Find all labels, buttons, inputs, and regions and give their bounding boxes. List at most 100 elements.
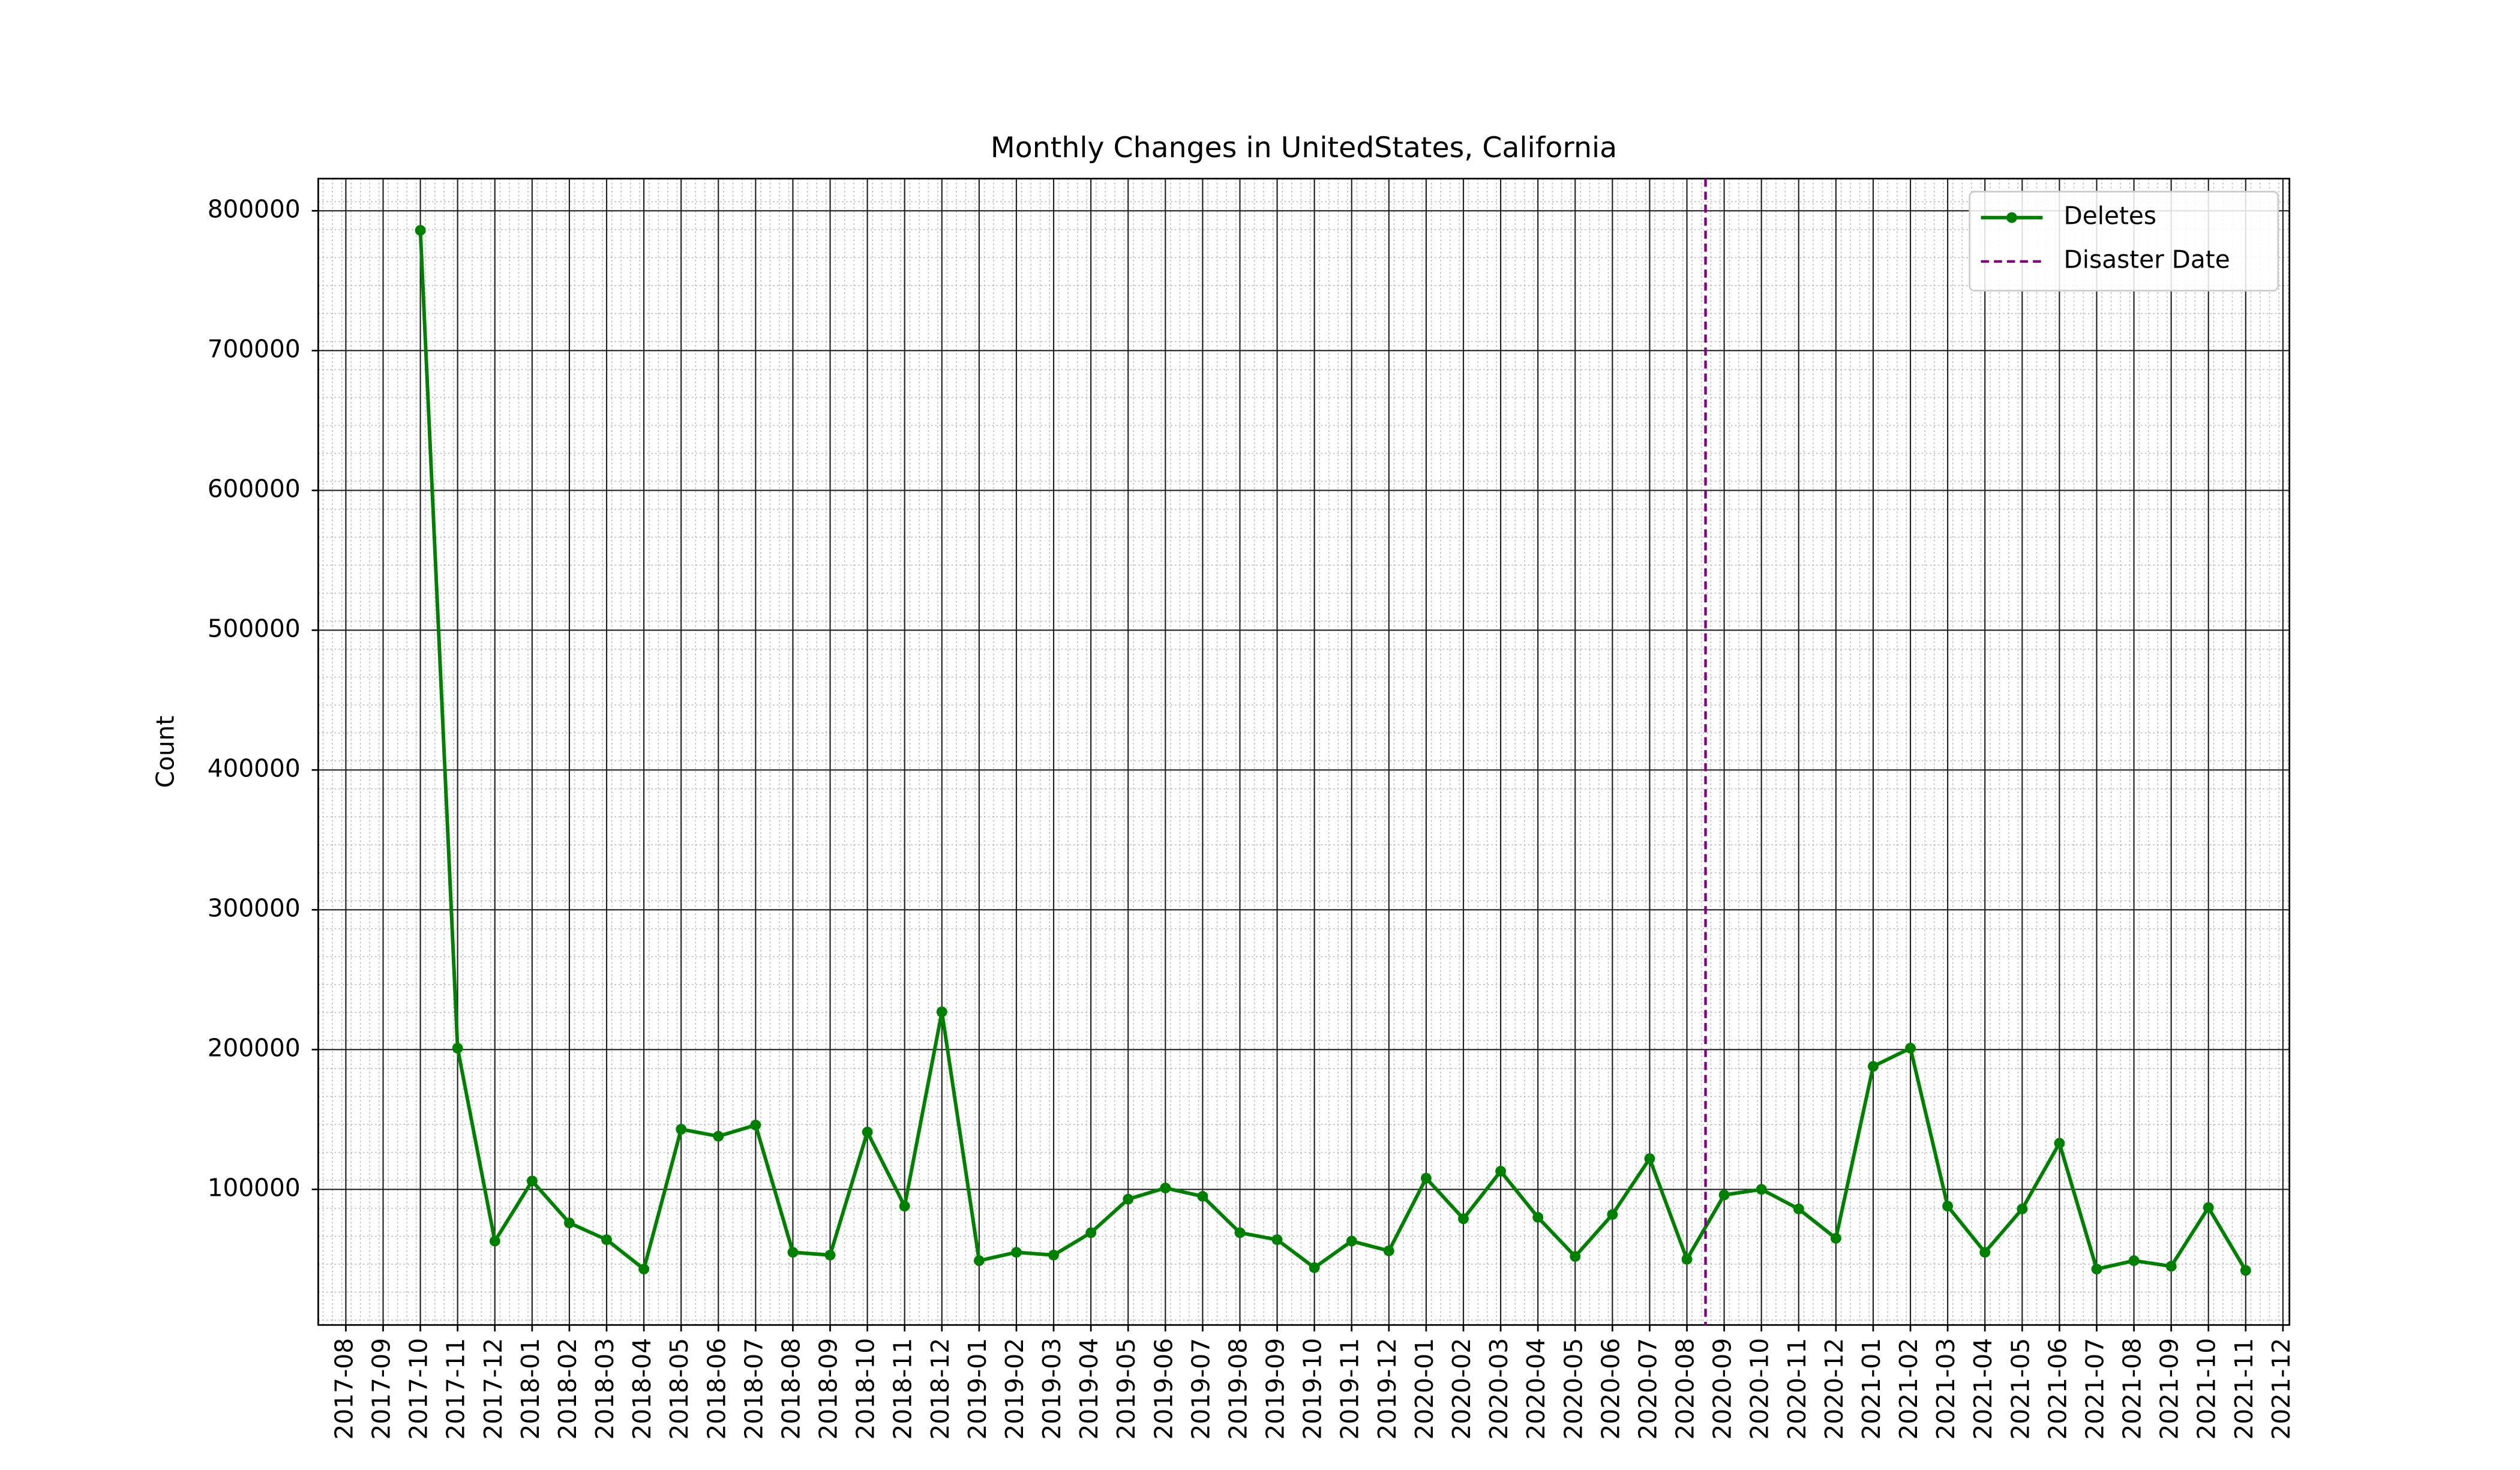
point [824,1249,836,1261]
x-tick-label: 2020-04 [1522,1338,1550,1440]
point [489,1235,500,1247]
point [1197,1191,1208,1202]
x-tick-label: 2019-02 [1000,1338,1029,1440]
point [1830,1232,1841,1244]
x-tick-label: 2020-03 [1484,1338,1513,1440]
x-tick-label: 2017-10 [404,1338,433,1440]
point [1085,1227,1097,1238]
x-tick-label: 2021-11 [2230,1338,2258,1440]
point [936,1006,947,1018]
x-tick-label: 2019-10 [1298,1338,1327,1440]
point [1346,1235,1357,1247]
point [1048,1249,1059,1261]
point [452,1043,463,1054]
point [1793,1203,1804,1214]
x-tick-label: 2017-08 [329,1338,358,1440]
x-tick-label: 2021-02 [1894,1338,1923,1440]
x-tick-label: 2019-11 [1336,1338,1364,1440]
x-tick-label: 2021-09 [2155,1338,2184,1440]
point [526,1175,538,1187]
x-tick-label: 2021-04 [1969,1338,1997,1440]
point [1011,1247,1022,1258]
x-tick-label: 2021-12 [2267,1338,2296,1440]
point [1607,1209,1618,1220]
point [713,1130,724,1142]
y-tick-label: 400000 [208,754,301,782]
x-tick-label: 2019-05 [1112,1338,1141,1440]
x-tick-label: 2018-11 [889,1338,917,1440]
point [973,1255,985,1267]
x-tick-label: 2018-07 [739,1338,768,1440]
x-tick-label: 2017-12 [479,1338,508,1440]
point [415,225,426,236]
x-tick-label: 2021-03 [1931,1338,1960,1440]
y-tick-label: 800000 [208,194,301,223]
x-tick-label: 2019-09 [1261,1338,1290,1440]
x-tick-label: 2020-12 [1820,1338,1849,1440]
x-tick-label: 2019-08 [1223,1338,1252,1440]
x-tick-label: 2021-08 [2118,1338,2147,1440]
point [1495,1166,1507,1177]
x-tick-label: 2020-08 [1671,1338,1700,1440]
x-tick-label: 2018-04 [628,1338,656,1440]
x-tick-label: 2018-10 [851,1338,880,1440]
x-tick-label: 2018-03 [590,1338,619,1440]
y-axis-label: Count [151,716,180,788]
point [1309,1262,1320,1273]
point [2128,1255,2140,1267]
point [899,1201,910,1212]
point [1756,1184,1767,1195]
point [638,1264,650,1275]
point [601,1234,612,1246]
point [1644,1153,1655,1164]
x-tick-label: 2018-02 [553,1338,582,1440]
point [2165,1261,2177,1272]
point [1570,1251,1581,1262]
point [787,1247,799,1258]
point [2017,1203,2028,1214]
point [2054,1138,2065,1149]
x-tick-label: 2019-03 [1037,1338,1066,1440]
point [750,1120,761,1131]
y-tick-label: 500000 [208,614,301,643]
legend-box [1969,191,2279,292]
point [2240,1265,2251,1276]
point [2091,1264,2102,1275]
point [1383,1245,1394,1256]
point [1905,1043,1916,1054]
x-tick-label: 2018-12 [926,1338,955,1440]
chart-title: Monthly Changes in UnitedStates, Califor… [991,131,1617,164]
y-tick-label: 300000 [208,893,301,922]
x-tick-label: 2020-05 [1559,1338,1588,1440]
x-tick-label: 2018-06 [702,1338,731,1440]
point [1532,1211,1544,1223]
series-line [418,230,2248,1273]
x-tick-label: 2017-11 [442,1338,470,1440]
x-tick-label: 2020-06 [1596,1338,1625,1440]
x-tick-label: 2018-09 [814,1338,843,1440]
legend-label: Deletes [2064,202,2156,230]
point [1160,1183,1171,1193]
x-tick-label: 2020-02 [1447,1338,1476,1440]
x-tick-label: 2019-12 [1373,1338,1402,1440]
x-tick-label: 2019-07 [1186,1338,1215,1440]
y-tick-label: 700000 [208,334,301,363]
x-tick-label: 2018-01 [516,1338,545,1440]
point [1718,1189,1730,1201]
legend-marker [2006,212,2017,223]
x-tick-label: 2018-05 [665,1338,694,1440]
x-tick-label: 2018-08 [776,1338,805,1440]
point [676,1124,687,1135]
point [1681,1253,1693,1265]
point [1420,1172,1432,1184]
x-tick-label: 2021-10 [2192,1338,2221,1440]
x-tick-label: 2017-09 [367,1338,396,1440]
point [1123,1193,1134,1205]
x-tick-label: 2020-11 [1783,1338,1811,1440]
plot-frame [317,178,2291,1326]
point [862,1126,873,1138]
point [2203,1202,2214,1213]
point [1868,1061,1879,1072]
